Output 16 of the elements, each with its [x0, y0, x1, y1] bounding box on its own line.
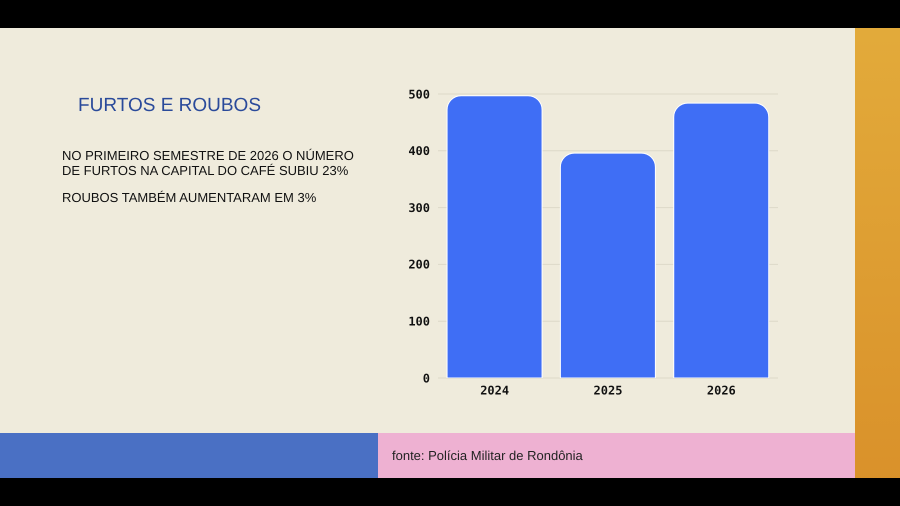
- y-tick-label: 0: [422, 371, 430, 386]
- bar: [446, 95, 543, 378]
- bar: [673, 102, 770, 378]
- y-tick-label: 100: [408, 314, 430, 328]
- x-tick-label: 2025: [594, 384, 622, 398]
- text: NO PRIMEIRO SEMESTRE DE 2026 O NÚMERO DE FURTOS NA CAPITAL DO CAFÉ SUBIU 23%: [62, 148, 355, 178]
- y-tick-label: 400: [408, 144, 430, 158]
- source-note: fonte: Polícia Militar de Rondônia: [392, 448, 583, 463]
- bar: [560, 152, 656, 378]
- x-tick-label: 2026: [706, 384, 736, 398]
- y-tick-label: 200: [408, 258, 430, 272]
- text: ROUBOS TAMBÉM AUMENTARAM EM 3%: [62, 190, 318, 205]
- text: FURTOS E ROUBOS: [78, 95, 261, 117]
- x-tick-label: 2024: [480, 384, 510, 398]
- y-tick-label: 300: [408, 200, 430, 215]
- y-tick-label: 500: [408, 87, 430, 102]
